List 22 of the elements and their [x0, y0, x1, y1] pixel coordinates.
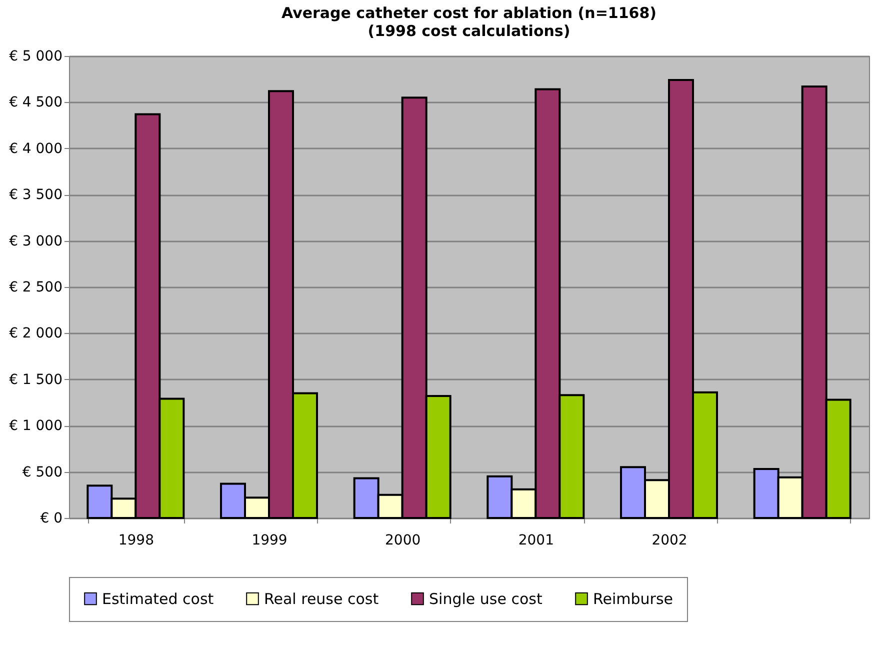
y-tick-label: € 4 000: [9, 140, 62, 157]
x-tick-label: 1998: [118, 532, 154, 548]
x-tick-label: 2001: [518, 532, 554, 548]
x-tick-label: 2000: [385, 532, 421, 548]
y-tick-label: € 1 500: [9, 372, 62, 388]
y-tick-label: € 2 000: [9, 326, 62, 342]
legend-label: Real reuse cost: [264, 590, 379, 608]
chart-subtitle: (1998 cost calculations): [368, 22, 570, 40]
y-tick-label: € 3 000: [9, 233, 62, 250]
y-tick-label: € 3 500: [9, 187, 62, 204]
y-tick-label: € 500: [22, 464, 62, 480]
x-tick-label: 1999: [252, 532, 288, 548]
chart-title: Average catheter cost for ablation (n=1168): [282, 4, 656, 22]
x-tick-label: 2002: [652, 532, 688, 548]
legend-label: Estimated cost: [102, 590, 214, 608]
legend-label: Reimburse: [593, 590, 673, 608]
y-tick-label: € 2 500: [9, 280, 62, 296]
legend-label: Single use cost: [429, 590, 542, 608]
y-tick-label: € 5 000: [9, 48, 62, 64]
y-tick-label: € 1 000: [9, 418, 62, 434]
y-tick-label: € 4 500: [9, 94, 62, 111]
y-tick-label: € 0: [40, 510, 62, 526]
